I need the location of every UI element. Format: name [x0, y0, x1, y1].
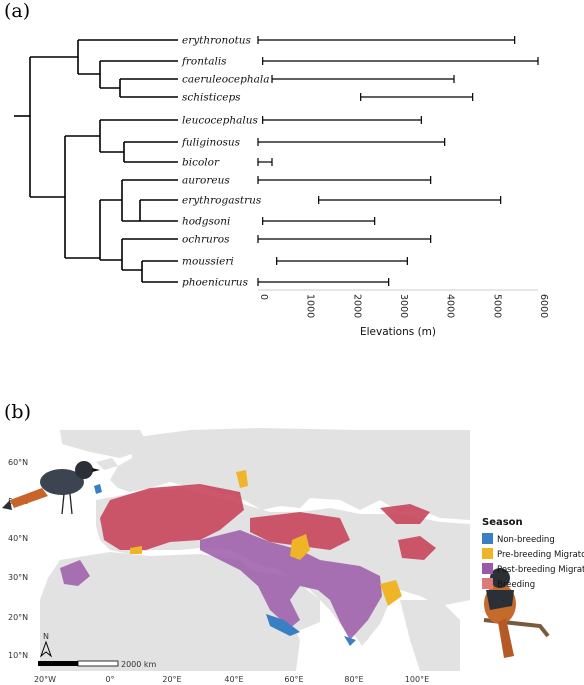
elevation-range-bars — [257, 36, 539, 286]
redstart-bird-right-icon — [482, 568, 550, 658]
range-bar — [257, 235, 432, 243]
x-tick-label: 2000 — [351, 294, 362, 318]
longitude-label: 0° — [105, 675, 114, 684]
taxon-label: moussieri — [182, 256, 234, 268]
range-bar — [271, 75, 455, 83]
taxon-label: fuliginosus — [181, 137, 241, 149]
longitude-label: 80°E — [344, 675, 363, 684]
range-bar — [257, 36, 516, 44]
taxon-label: hodgsoni — [182, 216, 230, 228]
x-tick-label: 5000 — [491, 294, 502, 318]
x-tick-label: 3000 — [398, 294, 409, 318]
latitude-label: 40°N — [8, 534, 28, 543]
panel-b-label: (b) — [4, 401, 31, 423]
taxon-label: leucocephalus — [182, 115, 258, 127]
legend-item-label: Pre-breeding Migratory — [497, 550, 584, 560]
taxon-label: auroreus — [182, 175, 230, 187]
taxon-label: erythrogastrus — [182, 195, 262, 207]
range-bar — [257, 176, 432, 184]
longitude-label: 40°E — [224, 675, 243, 684]
redstart-bird-left-icon — [2, 461, 100, 515]
breeding-range — [100, 484, 436, 560]
north-arrow-icon: N — [39, 632, 53, 658]
longitude-label: 20°E — [162, 675, 181, 684]
legend-title: Season — [482, 517, 523, 528]
legend-item-label: Non-breeding — [497, 535, 555, 545]
phylogeny-elevation-chart: erythronotus frontalis caeruleocephala schi… — [14, 35, 549, 338]
taxon-label: erythronotus — [182, 35, 252, 47]
taxon-label: schisticeps — [182, 92, 241, 104]
legend-swatch — [482, 563, 493, 574]
pre-breeding-range — [130, 470, 402, 606]
range-bar — [257, 138, 446, 146]
scale-bar: 2000 km — [38, 660, 157, 669]
panel-a-label: (a) — [4, 0, 31, 22]
x-tick-label: 6000 — [538, 294, 549, 318]
taxon-label: ochruros — [182, 234, 230, 246]
post-breeding-range — [60, 530, 382, 640]
elevation-axis: 0 1000 2000 3000 4000 5000 6000 Elevations (m) — [258, 289, 549, 338]
taxon-label: bicolor — [182, 157, 220, 169]
legend-swatch — [482, 533, 493, 544]
distribution-map: 60°N50°N40°N30°N20°N10°N 20°W0°20°E40°E6… — [2, 428, 584, 684]
taxon-label: frontalis — [181, 56, 227, 68]
legend-swatch — [482, 578, 493, 589]
longitude-label: 20°W — [34, 675, 56, 684]
phylogenetic-tree — [14, 39, 178, 283]
taxon-label: phoenicurus — [182, 277, 249, 289]
range-bar — [262, 217, 376, 225]
range-bar — [262, 116, 422, 124]
non-breeding-range — [94, 484, 356, 646]
latitude-label: 20°N — [8, 613, 28, 622]
range-bar — [360, 93, 474, 101]
latitude-label: 60°N — [8, 458, 28, 467]
latitude-labels: 60°N50°N40°N30°N20°N10°N — [8, 458, 28, 660]
latitude-label: 10°N — [8, 651, 28, 660]
range-bar — [257, 158, 273, 166]
taxon-labels: erythronotus frontalis caeruleocephala schi… — [181, 35, 270, 289]
range-bar — [276, 257, 408, 265]
range-bar — [318, 196, 502, 204]
north-label: N — [43, 632, 49, 641]
x-axis-title: Elevations (m) — [360, 326, 436, 338]
latitude-label: 30°N — [8, 573, 28, 582]
x-tick-label: 1000 — [305, 294, 316, 318]
longitude-label: 100°E — [405, 675, 429, 684]
x-tick-label: 4000 — [445, 294, 456, 318]
legend-swatch — [482, 548, 493, 559]
legend-item-label: Post-breeding Migratory — [497, 565, 584, 575]
season-legend: Season Non-breeding Pre-breeding Migrator… — [482, 517, 584, 590]
range-bar — [262, 57, 539, 65]
longitude-labels: 20°W 0° 20°E 40°E 60°E 80°E 100°E — [34, 675, 429, 684]
taxon-label: caeruleocephala — [182, 74, 270, 86]
legend-item-label: Breeding — [497, 580, 535, 590]
longitude-label: 60°E — [284, 675, 303, 684]
x-tick-label: 0 — [258, 294, 269, 300]
range-bar — [257, 278, 390, 286]
scale-label: 2000 km — [121, 660, 157, 669]
